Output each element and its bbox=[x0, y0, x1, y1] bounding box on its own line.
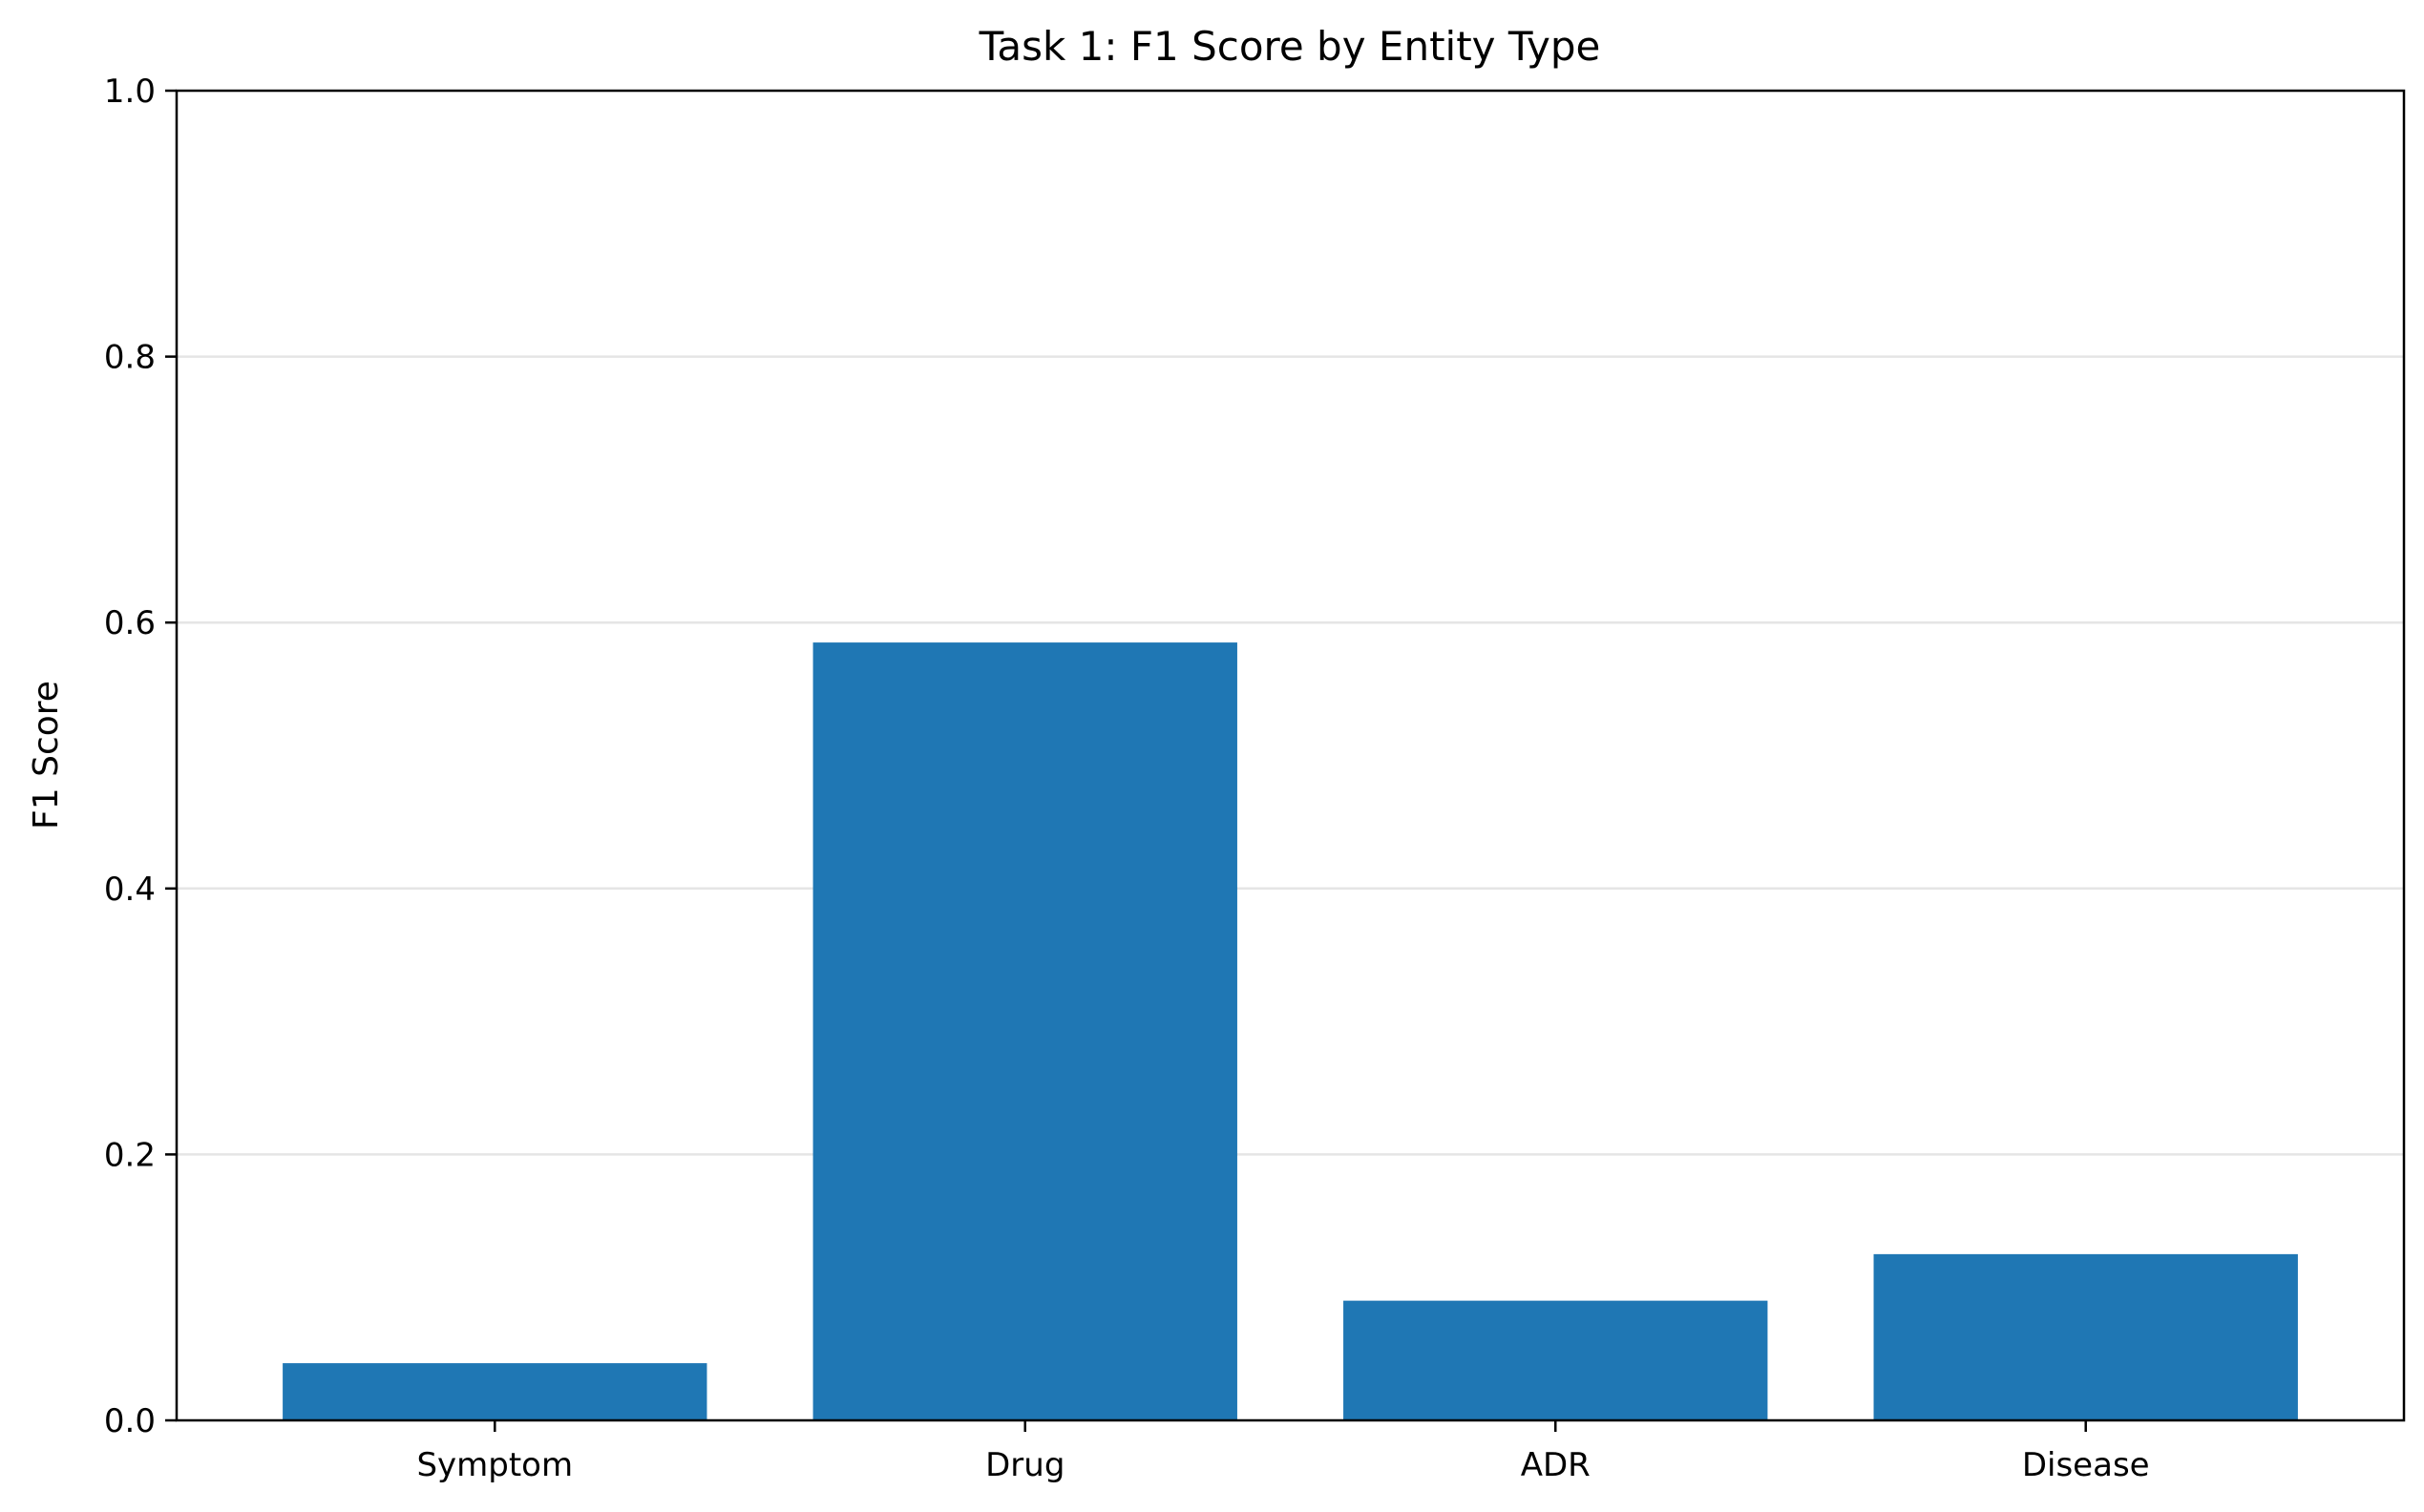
x-tick-label: ADR bbox=[1521, 1446, 1591, 1484]
y-tick-label: 0.6 bbox=[104, 604, 156, 642]
bar-symptom bbox=[283, 1363, 707, 1420]
y-tick-label: 0.4 bbox=[104, 871, 156, 909]
plot-frame bbox=[175, 89, 2406, 1422]
x-tick-label: Drug bbox=[985, 1446, 1064, 1484]
bars bbox=[283, 642, 2298, 1420]
gridlines bbox=[177, 355, 2404, 1156]
x-tick-label: Symptom bbox=[416, 1446, 573, 1484]
x-axis-ticks: Symptom Drug ADR Disease bbox=[416, 1420, 2150, 1484]
y-tick-label: 0.0 bbox=[104, 1402, 156, 1440]
bar-disease bbox=[1873, 1253, 2298, 1420]
x-tick-label: Disease bbox=[2022, 1446, 2150, 1484]
y-axis-label: F1 Score bbox=[27, 681, 66, 830]
bar-adr bbox=[1343, 1300, 1768, 1420]
y-tick-label: 1.0 bbox=[104, 73, 156, 111]
y-tick-label: 0.2 bbox=[104, 1136, 156, 1174]
y-tick-label: 0.8 bbox=[104, 339, 156, 377]
bar-drug bbox=[812, 642, 1237, 1420]
y-axis-ticks: 0.0 0.2 0.4 0.6 0.8 1.0 bbox=[104, 73, 177, 1440]
chart-title: Task 1: F1 Score by Entity Type bbox=[979, 23, 1601, 70]
